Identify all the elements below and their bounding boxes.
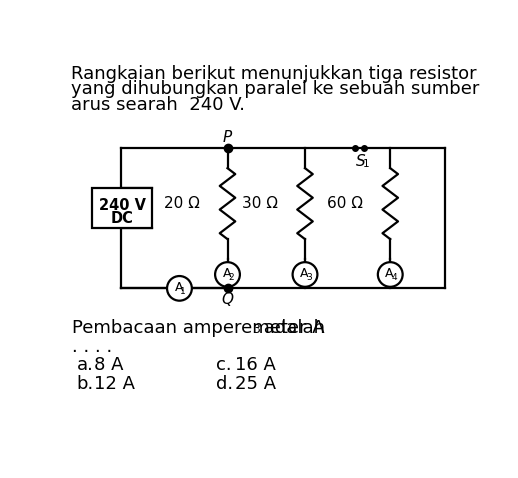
Text: d.: d.: [216, 375, 233, 392]
Text: . . . .: . . . .: [73, 337, 113, 356]
Text: 2: 2: [228, 273, 234, 282]
Circle shape: [378, 262, 402, 287]
Text: 16 A: 16 A: [235, 356, 276, 374]
Text: 240 V: 240 V: [98, 198, 146, 213]
Text: 8 A: 8 A: [94, 356, 124, 374]
Text: Pembacaan amperemeter A: Pembacaan amperemeter A: [73, 319, 325, 337]
Text: 3: 3: [306, 273, 312, 282]
Text: a.: a.: [76, 356, 93, 374]
Text: S: S: [356, 154, 366, 169]
Text: Rangkaian berikut menunjukkan tiga resistor: Rangkaian berikut menunjukkan tiga resis…: [71, 65, 477, 83]
Text: A: A: [300, 267, 309, 280]
Circle shape: [167, 276, 192, 301]
Text: P: P: [223, 130, 232, 145]
Text: DC: DC: [111, 211, 134, 227]
Text: 4: 4: [391, 273, 397, 282]
Text: A: A: [222, 267, 231, 280]
Text: 3: 3: [252, 323, 260, 336]
Circle shape: [293, 262, 318, 287]
Text: yang dihubungkan paralel ke sebuah sumber: yang dihubungkan paralel ke sebuah sumbe…: [71, 80, 479, 98]
Text: 30 Ω: 30 Ω: [242, 196, 278, 211]
Text: c.: c.: [216, 356, 232, 374]
FancyBboxPatch shape: [92, 188, 152, 228]
Text: 20 Ω: 20 Ω: [165, 196, 200, 211]
Text: 60 Ω: 60 Ω: [327, 196, 363, 211]
Text: b.: b.: [76, 375, 94, 392]
Circle shape: [215, 262, 240, 287]
Text: arus searah  240 V.: arus searah 240 V.: [71, 96, 245, 114]
Text: 1: 1: [180, 287, 186, 296]
Text: A: A: [385, 267, 394, 280]
Text: 12 A: 12 A: [94, 375, 135, 392]
Text: 1: 1: [363, 159, 369, 169]
Text: adalah: adalah: [258, 319, 325, 337]
Text: Q: Q: [222, 292, 234, 307]
Text: A: A: [175, 281, 183, 294]
Text: 25 A: 25 A: [235, 375, 277, 392]
